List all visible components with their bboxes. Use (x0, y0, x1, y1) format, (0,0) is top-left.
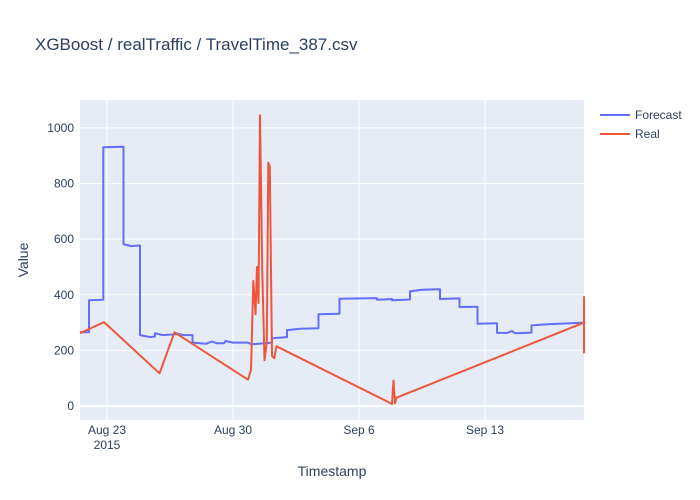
chart-title: XGBoost / realTraffic / TravelTime_387.c… (35, 35, 358, 54)
y-tick-label: 1000 (47, 121, 74, 135)
legend-item-real[interactable]: Real (600, 127, 660, 141)
y-axis-title: Value (15, 242, 31, 277)
x-axis-title: Timestamp (298, 463, 367, 479)
legend-label: Real (635, 127, 660, 141)
legend-label: Forecast (635, 108, 682, 122)
y-tick-label: 0 (67, 399, 74, 413)
y-tick-label: 800 (54, 176, 74, 190)
x-tick-label: Sep 13 (466, 423, 504, 437)
x-tick-sublabel: 2015 (94, 438, 121, 452)
x-tick-label: Sep 6 (343, 423, 375, 437)
y-gridlines (80, 127, 584, 408)
legend[interactable]: Forecast Real (600, 108, 682, 141)
legend-item-forecast[interactable]: Forecast (600, 108, 682, 122)
y-tick-label: 400 (54, 288, 74, 302)
x-tick-label: Aug 23 (88, 423, 126, 437)
y-tick-label: 200 (54, 343, 74, 357)
y-tick-labels: 0 200 400 600 800 1000 (47, 121, 74, 413)
plot-area (80, 100, 584, 420)
x-tick-label: Aug 30 (214, 423, 252, 437)
x-gridlines (106, 100, 486, 420)
series-layer (79, 114, 585, 405)
series-line-real (79, 114, 585, 405)
y-tick-label: 600 (54, 232, 74, 246)
